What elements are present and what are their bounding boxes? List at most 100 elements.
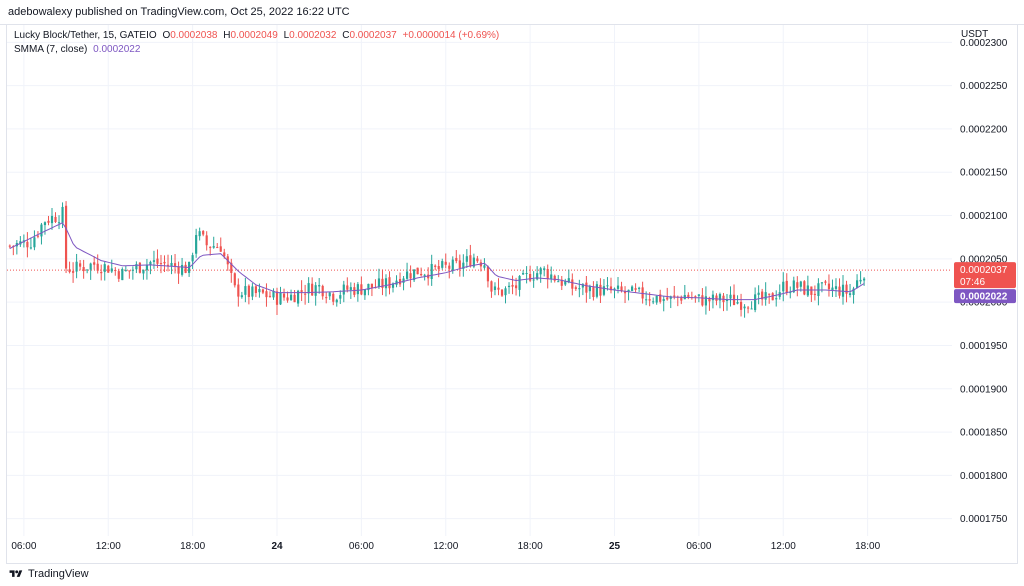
candle-body [191, 255, 194, 262]
candle-body [462, 262, 465, 269]
candle-body [212, 246, 215, 248]
candle-body [131, 269, 134, 271]
candle-body [152, 260, 156, 262]
indicator-label[interactable]: SMMA (7, close) [14, 44, 88, 55]
candle-body [529, 274, 532, 281]
symbol-label[interactable]: Lucky Block/Tether, 15, GATEIO [14, 30, 157, 41]
candle-body [209, 246, 212, 248]
x-tick-label: 06:00 [11, 541, 36, 552]
candle-body [346, 285, 349, 290]
candle-body [254, 286, 257, 294]
candle-body [522, 273, 525, 275]
candle-body [638, 287, 641, 289]
candle-body [750, 308, 753, 310]
candle-body [205, 235, 208, 246]
candle-body [163, 261, 166, 264]
candle-body [434, 265, 437, 267]
candle-body [86, 269, 89, 271]
candle-body [673, 295, 676, 297]
candle-body [237, 284, 240, 297]
candle-body [423, 274, 426, 276]
candle-body [659, 294, 662, 302]
candle-body [339, 295, 342, 299]
candle-body [8, 245, 11, 247]
candle-body [803, 281, 806, 295]
candle-body [166, 264, 170, 266]
open-label: O [162, 30, 171, 41]
candle-body [335, 299, 338, 303]
candle-body [198, 231, 201, 237]
candle-body [831, 287, 834, 291]
low-label: L [283, 30, 290, 41]
candle-body [388, 277, 391, 289]
candle-body [497, 287, 500, 290]
candle-body [272, 290, 275, 298]
candle-body [300, 290, 303, 292]
countdown-label: 07:46 [960, 277, 985, 288]
candle-body [645, 299, 648, 301]
y-tick-label: 0.0002100 [960, 211, 1008, 222]
candle-body [437, 266, 440, 270]
candles [8, 201, 866, 318]
candle-body [761, 291, 764, 300]
candle-body [455, 257, 458, 262]
candle-body [107, 265, 110, 273]
change-value: +0.0000014 (+0.69%) [402, 30, 500, 41]
last-price-badge [954, 262, 1016, 289]
candle-body [68, 269, 71, 273]
candle-body [110, 268, 113, 272]
candle-body [349, 287, 352, 290]
candle-body [370, 283, 374, 288]
brand-name: TradingView [28, 568, 89, 580]
time-axis[interactable]: 06:00 12:00 18:00 24 06:00 12:00 18:00 25 06:00 1… [11, 541, 880, 552]
candle-body [511, 284, 514, 287]
price-axis[interactable]: 0.0002300 0.0002250 0.0002200 0.0002150 0.00… [960, 38, 1008, 525]
candle-body [486, 266, 490, 282]
candle-body [128, 270, 131, 272]
candle-body [416, 267, 419, 275]
candle-body [739, 301, 743, 310]
candle-body [307, 283, 310, 294]
high-label: H [223, 30, 231, 41]
y-tick-label: 0.0002250 [960, 81, 1008, 92]
last-price-label: 0.0002037 [960, 265, 1008, 276]
candle-body [332, 293, 335, 302]
candle-body [768, 293, 771, 295]
candle-body [652, 301, 655, 303]
x-tick-label: 12:00 [771, 541, 796, 552]
candle-body [289, 294, 293, 300]
candle-body [609, 286, 613, 291]
candle-body [233, 273, 236, 286]
candle-body [567, 278, 570, 283]
candle-body [444, 261, 447, 265]
candle-body [82, 267, 85, 272]
candle-body [852, 288, 855, 295]
candle-body [384, 278, 388, 289]
candle-body [680, 297, 683, 301]
y-tick-label: 0.0002050 [960, 254, 1008, 265]
candle-body [669, 296, 672, 299]
candle-body [54, 216, 57, 223]
candle-body [743, 306, 746, 309]
candle-body [845, 284, 848, 294]
candle-body [244, 286, 247, 295]
candle-body [328, 292, 331, 297]
candle-body [599, 284, 602, 296]
candle-body [247, 285, 250, 297]
x-tick-label: 18:00 [180, 541, 205, 552]
candle-body [202, 230, 205, 235]
candle-body [282, 293, 286, 298]
candle-body [138, 262, 141, 273]
candle-body [782, 281, 785, 292]
candle-body [785, 280, 788, 293]
candle-body [834, 286, 838, 289]
candle-body [451, 259, 454, 271]
candle-body [824, 281, 827, 283]
y-tick-label: 0.0002300 [960, 38, 1008, 49]
candle-body [409, 273, 412, 279]
candle-body [184, 264, 187, 273]
candle-body [405, 271, 409, 279]
candle-body [75, 261, 78, 272]
